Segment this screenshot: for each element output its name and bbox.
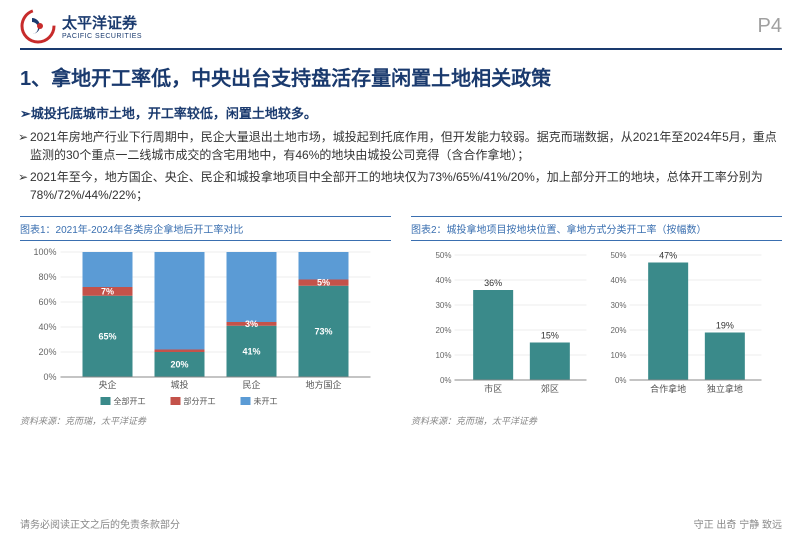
svg-text:15%: 15% [541, 331, 559, 341]
chart-2-source: 资料来源：克而瑞，太平洋证券 [411, 410, 782, 427]
svg-text:5%: 5% [317, 278, 330, 288]
svg-text:合作拿地: 合作拿地 [650, 383, 686, 394]
svg-text:0%: 0% [440, 376, 452, 385]
svg-text:3%: 3% [245, 319, 258, 329]
chart-1: 图表1：2021年-2024年各类房企拿地后开工率对比 0% 20% 40% 60% 8… [20, 216, 391, 427]
svg-text:80%: 80% [38, 272, 56, 282]
svg-text:60%: 60% [38, 297, 56, 307]
svg-text:20%: 20% [38, 347, 56, 357]
subtitle: ➢城投托底城市土地，开工率较低，闲置土地较多。 [0, 99, 802, 126]
svg-text:41%: 41% [242, 346, 260, 356]
svg-text:100%: 100% [33, 247, 56, 257]
svg-text:市区: 市区 [484, 383, 502, 394]
svg-text:40%: 40% [610, 276, 626, 285]
chart-2: 图表2：城投拿地项目按地块位置、拿地方式分类开工率（按幅数） 0% 10% 20% 3… [411, 216, 782, 427]
svg-text:73%: 73% [314, 326, 332, 336]
svg-text:40%: 40% [435, 276, 451, 285]
svg-text:独立拿地: 独立拿地 [707, 383, 743, 394]
svg-text:50%: 50% [435, 251, 451, 260]
main-title: 1、拿地开工率低，中央出台支持盘活存量闲置土地相关政策 [0, 50, 802, 99]
svg-text:央企: 央企 [98, 379, 116, 390]
svg-text:20%: 20% [610, 326, 626, 335]
chart-1-svg: 0% 20% 40% 60% 80% 100% 65% 7% 央企 20% 城投 41% 3% 民企 73%… [20, 247, 391, 407]
footer-left: 请务必阅读正文之后的免责条款部分 [20, 516, 180, 531]
page-number: P4 [758, 15, 782, 38]
footer-right: 守正 出奇 宁静 致远 [694, 516, 782, 531]
header: 太平洋证券 PACIFIC SECURITIES P4 [0, 0, 802, 48]
chart-2-title: 图表2：城投拿地项目按地块位置、拿地方式分类开工率（按幅数） [411, 216, 782, 241]
bullet-1: 2021年房地产行业下行周期中，民企大量退出土地市场，城投起到托底作用，但开发能… [0, 126, 802, 166]
svg-text:65%: 65% [98, 331, 116, 341]
bullet-2: 2021年至今，地方国企、央企、民企和城投拿地项目中全部开工的地块仅为73%/6… [0, 166, 802, 206]
svg-text:未开工: 未开工 [254, 396, 278, 406]
svg-text:30%: 30% [610, 301, 626, 310]
company-name-cn: 太平洋证券 [62, 12, 142, 33]
svg-text:30%: 30% [435, 301, 451, 310]
chart-1-title: 图表1：2021年-2024年各类房企拿地后开工率对比 [20, 216, 391, 241]
svg-text:36%: 36% [484, 278, 502, 288]
company-name-en: PACIFIC SECURITIES [62, 33, 142, 40]
svg-text:19%: 19% [716, 321, 734, 331]
svg-text:地方国企: 地方国企 [305, 379, 341, 390]
svg-text:40%: 40% [38, 322, 56, 332]
svg-text:城投: 城投 [170, 379, 188, 390]
svg-text:0%: 0% [43, 372, 56, 382]
svg-text:民企: 民企 [242, 379, 260, 390]
logo-icon [20, 8, 56, 44]
svg-text:10%: 10% [435, 351, 451, 360]
chart-2-svg: 0% 10% 20% 30% 40% 50% 36% 市区 15% 郊区 0% 10% 20% 30% 40… [411, 247, 782, 407]
svg-text:20%: 20% [170, 360, 188, 370]
svg-text:7%: 7% [101, 286, 114, 296]
svg-text:0%: 0% [615, 376, 627, 385]
svg-text:10%: 10% [610, 351, 626, 360]
svg-text:部分开工: 部分开工 [184, 396, 216, 406]
svg-text:全部开工: 全部开工 [114, 396, 146, 406]
chart-1-source: 资料来源：克而瑞，太平洋证券 [20, 410, 391, 427]
svg-text:郊区: 郊区 [541, 383, 559, 394]
footer: 请务必阅读正文之后的免责条款部分 守正 出奇 宁静 致远 [20, 516, 782, 531]
svg-text:50%: 50% [610, 251, 626, 260]
svg-text:47%: 47% [659, 251, 677, 261]
svg-text:20%: 20% [435, 326, 451, 335]
logo: 太平洋证券 PACIFIC SECURITIES [20, 8, 142, 44]
